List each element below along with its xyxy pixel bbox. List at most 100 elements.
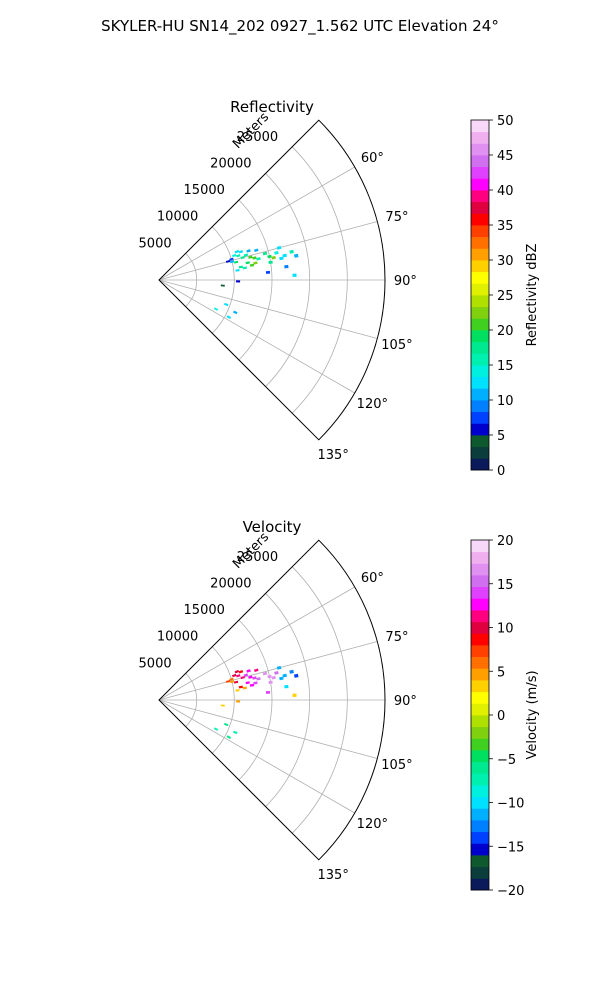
reflectivity-title: Reflectivity xyxy=(230,98,314,116)
colorbar-tick-label: 0 xyxy=(497,709,505,724)
colorbar-tick-label: 5 xyxy=(497,429,505,444)
radar-gate xyxy=(220,704,225,707)
colorbar-segment xyxy=(471,680,489,693)
velocity-panel: Velocity 5000 10000 15000 20000 25000 60° 75°… xyxy=(139,518,540,899)
radar-gate xyxy=(220,284,225,287)
radial-tick-label: 15000 xyxy=(184,183,225,198)
radar-gate xyxy=(268,260,273,264)
radar-gate xyxy=(242,266,247,270)
velocity-frame xyxy=(158,539,386,861)
radar-gate xyxy=(253,248,259,253)
colorbar-segment xyxy=(471,878,489,891)
azimuth-grid-line xyxy=(158,166,355,281)
colorbar-segment xyxy=(471,761,489,774)
colorbar-segment xyxy=(471,621,489,634)
colorbar-segment xyxy=(471,318,489,331)
radar-gate xyxy=(246,249,251,253)
colorbar-segment xyxy=(471,376,489,389)
colorbar-tick-label: 20 xyxy=(497,324,514,339)
radar-gate xyxy=(246,669,251,673)
velocity-colorbar-label: Velocity (m/s) xyxy=(525,670,540,759)
reflectivity-frame xyxy=(158,119,386,441)
radar-gate xyxy=(236,254,241,258)
radar-gate xyxy=(243,253,249,257)
radar-gate xyxy=(293,253,299,258)
radar-gate xyxy=(292,273,297,277)
radar-gate xyxy=(245,261,250,265)
velocity-grid xyxy=(158,566,385,834)
radar-gate xyxy=(225,679,231,683)
colorbar-segment xyxy=(471,598,489,611)
radar-gate xyxy=(265,270,271,274)
colorbar-segment xyxy=(471,295,489,308)
sector-frame xyxy=(158,119,386,441)
velocity-title: Velocity xyxy=(243,518,302,536)
radar-gate xyxy=(256,257,261,261)
colorbar-tick-label: 50 xyxy=(497,114,514,129)
colorbar-segment xyxy=(471,820,489,833)
radar-gate xyxy=(232,673,237,678)
colorbar-segment xyxy=(471,225,489,238)
colorbar-segment xyxy=(471,563,489,576)
radar-gate xyxy=(233,310,238,315)
radar-gate xyxy=(284,264,289,269)
azimuth-grid-line xyxy=(158,279,378,339)
colorbar-segment xyxy=(471,575,489,588)
velocity-azimuth-ticks: 60° 75° 90° 105° 120° 135° xyxy=(318,571,417,883)
radial-tick-label: 20000 xyxy=(210,156,251,171)
colorbar-segment xyxy=(471,365,489,378)
colorbar-tick-label: 5 xyxy=(497,665,505,680)
velocity-colorbar: −20 −15 −10 −5 0 5 10 15 20 xyxy=(470,534,524,899)
radial-tick-label: 20000 xyxy=(210,576,251,591)
colorbar-segment xyxy=(471,353,489,366)
radar-gate xyxy=(238,685,243,689)
radar-gate xyxy=(276,665,282,670)
colorbar-segment xyxy=(471,458,489,471)
reflectivity-colorbar-label: Reflectivity dBZ xyxy=(525,244,540,347)
radar-gate xyxy=(284,684,289,689)
reflectivity-grid xyxy=(158,146,385,414)
azimuth-tick-label: 90° xyxy=(394,694,417,709)
azimuth-tick-label: 60° xyxy=(361,571,384,586)
radar-gate xyxy=(225,259,231,263)
radar-gate xyxy=(233,730,238,735)
colorbar-segment xyxy=(471,143,489,156)
colorbar-tick-label: 25 xyxy=(497,289,514,304)
colorbar-tick-label: 10 xyxy=(497,394,514,409)
azimuth-grid-line xyxy=(158,586,355,701)
colorbar-tick-label: 20 xyxy=(497,534,514,549)
azimuth-tick-label: 105° xyxy=(381,338,412,353)
colorbar-tick-label: 15 xyxy=(497,359,514,374)
radar-gate xyxy=(271,675,276,680)
radar-gate xyxy=(249,683,255,687)
radar-gate xyxy=(245,681,250,685)
colorbar-segment xyxy=(471,866,489,879)
reflectivity-cells xyxy=(213,245,299,320)
radar-gate xyxy=(238,670,244,674)
colorbar-segment xyxy=(471,610,489,623)
radar-gate xyxy=(253,261,258,265)
radar-gate xyxy=(238,250,244,254)
radar-gate xyxy=(232,253,237,258)
radar-gate xyxy=(233,260,239,264)
radar-gate xyxy=(252,676,257,680)
azimuth-tick-label: 60° xyxy=(361,151,384,166)
radar-gate xyxy=(268,680,273,684)
radial-tick-label: 15000 xyxy=(184,603,225,618)
radar-gate xyxy=(224,722,229,727)
colorbar-segment xyxy=(471,750,489,763)
colorbar-tick-label: 30 xyxy=(497,254,514,269)
radar-gate xyxy=(235,689,240,692)
sector-frame xyxy=(158,539,386,861)
radar-gate xyxy=(226,315,232,320)
radar-gate xyxy=(253,681,258,685)
colorbar-segment xyxy=(471,120,489,133)
radar-gate xyxy=(267,254,272,259)
radial-tick-label: 5000 xyxy=(139,236,172,251)
radar-gate xyxy=(249,263,255,267)
colorbar-segment xyxy=(471,271,489,284)
colorbar-tick-label: 15 xyxy=(497,578,514,593)
radar-gate xyxy=(224,302,229,307)
colorbar-segment xyxy=(471,155,489,168)
